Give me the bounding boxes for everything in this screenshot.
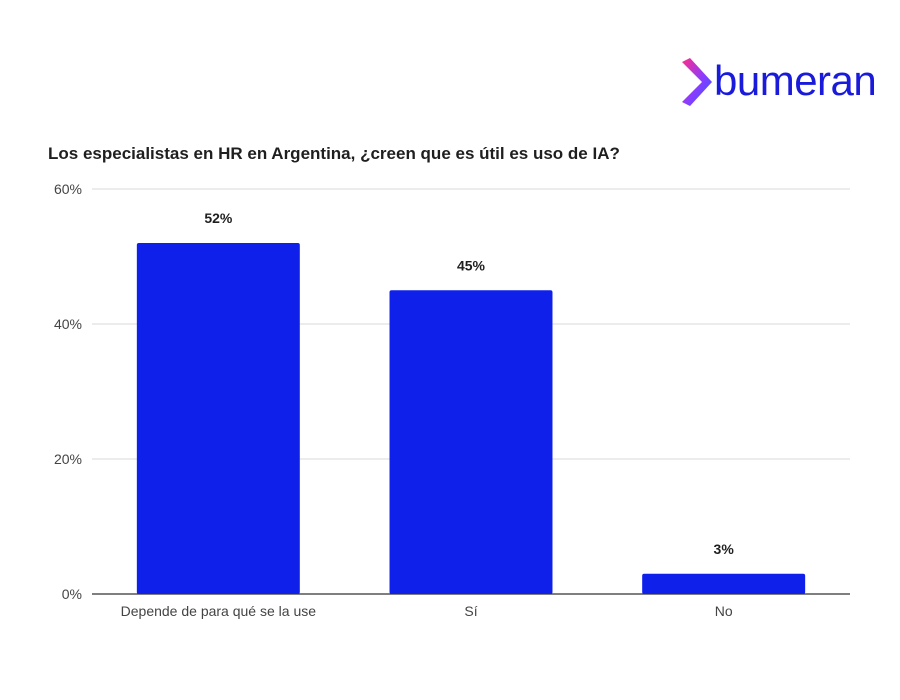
bumeran-logo-icon — [682, 58, 712, 106]
x-tick-label: No — [715, 603, 733, 619]
bar — [136, 243, 300, 594]
y-tick-label: 20% — [54, 451, 82, 467]
y-tick-label: 40% — [54, 316, 82, 332]
data-label: 52% — [204, 210, 233, 226]
y-tick-label: 0% — [62, 586, 82, 602]
bar — [389, 290, 553, 594]
chart-title: Los especialistas en HR en Argentina, ¿c… — [48, 144, 620, 163]
bar — [642, 573, 806, 594]
data-label: 45% — [457, 257, 486, 273]
x-tick-label: Depende de para qué se la use — [121, 603, 317, 619]
brand-name: bumeran — [714, 57, 877, 104]
y-tick-label: 60% — [54, 181, 82, 197]
x-tick-label: Sí — [464, 603, 477, 619]
data-label: 3% — [714, 541, 735, 557]
